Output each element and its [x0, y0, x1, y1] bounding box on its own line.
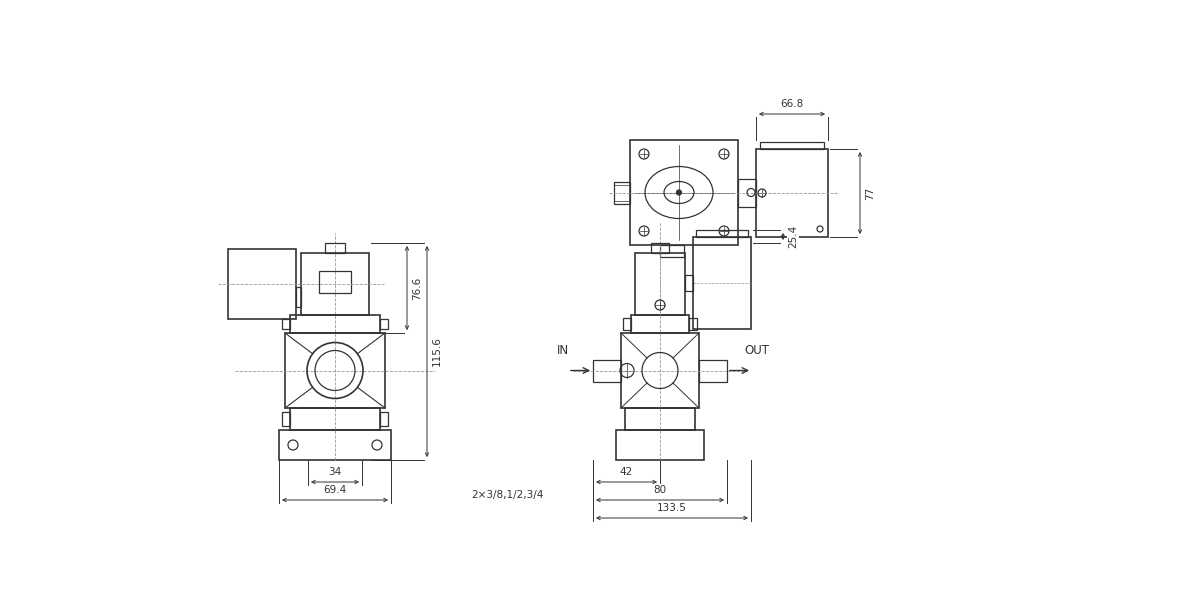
Bar: [635, 253, 685, 315]
Bar: [621, 333, 698, 408]
Bar: [685, 275, 692, 291]
Text: 115.6: 115.6: [432, 337, 442, 367]
Bar: [285, 333, 385, 408]
Bar: [593, 359, 621, 382]
Bar: [616, 430, 704, 460]
Bar: [290, 315, 380, 333]
Bar: [698, 359, 727, 382]
Text: OUT: OUT: [744, 344, 769, 357]
Text: 25.4: 25.4: [788, 225, 798, 248]
Text: 76.6: 76.6: [412, 277, 422, 299]
Bar: [623, 318, 631, 330]
Text: 2×3/8,1/2,3/4: 2×3/8,1/2,3/4: [471, 490, 544, 500]
Text: 42: 42: [619, 467, 633, 477]
Bar: [290, 408, 380, 430]
Text: 34: 34: [328, 467, 341, 477]
Bar: [282, 412, 290, 426]
Bar: [301, 253, 369, 315]
Bar: [228, 249, 296, 319]
Bar: [279, 430, 391, 460]
Bar: [689, 318, 697, 330]
Text: 69.4: 69.4: [323, 485, 346, 495]
Bar: [756, 149, 828, 237]
Bar: [651, 243, 668, 253]
Text: 77: 77: [865, 187, 875, 200]
Bar: [282, 319, 290, 329]
Bar: [296, 287, 301, 307]
Bar: [615, 181, 630, 203]
Bar: [325, 243, 345, 253]
Bar: [625, 408, 695, 430]
Text: 66.8: 66.8: [780, 99, 804, 109]
Text: IN: IN: [557, 344, 569, 357]
Circle shape: [677, 190, 682, 195]
Bar: [692, 237, 751, 329]
Bar: [319, 271, 351, 293]
Bar: [760, 142, 824, 149]
Bar: [696, 230, 748, 237]
Text: 80: 80: [653, 485, 666, 495]
Bar: [380, 412, 388, 426]
Bar: [630, 140, 738, 245]
Bar: [660, 245, 684, 257]
Text: 133.5: 133.5: [657, 503, 686, 513]
Bar: [631, 315, 689, 333]
Bar: [380, 319, 388, 329]
Bar: [738, 179, 756, 206]
